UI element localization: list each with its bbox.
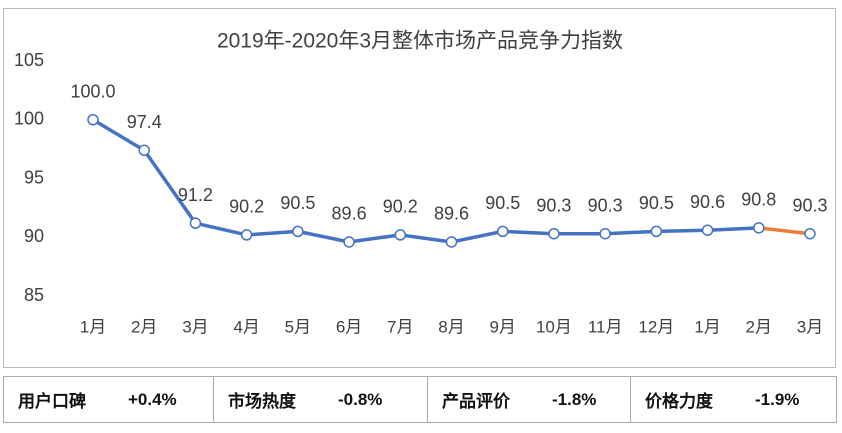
summary-cell: 市场热度 -0.8% xyxy=(213,376,428,423)
point xyxy=(292,225,304,238)
value-label: 89.6 xyxy=(332,204,367,224)
y-tick-label: 100 xyxy=(14,109,44,129)
x-tick-label: 3月 xyxy=(182,317,208,336)
summary-value: -1.8% xyxy=(552,389,597,409)
x-tick-label: 5月 xyxy=(285,317,311,336)
x-tick-label: 1月 xyxy=(694,317,720,336)
x-tick-label: 3月 xyxy=(797,317,823,336)
summary-value: -0.8% xyxy=(338,389,383,409)
value-label: 91.2 xyxy=(178,185,213,205)
chart-frame xyxy=(3,8,836,368)
value-label: 90.6 xyxy=(690,192,725,212)
value-label: 89.6 xyxy=(434,204,469,224)
point xyxy=(599,227,611,240)
chart-title: 2019年-2020年3月整体市场产品竞争力指数 xyxy=(217,30,623,53)
y-tick-label: 105 xyxy=(14,50,44,70)
series-line-last xyxy=(758,226,811,236)
x-tick-label: 9月 xyxy=(489,317,515,336)
point xyxy=(753,222,765,234)
y-tick-label: 90 xyxy=(24,226,44,246)
summary-cell: 产品评价 -1.8% xyxy=(427,376,631,423)
summary-label: 用户口碑 xyxy=(18,392,86,411)
point xyxy=(650,225,663,238)
value-label: 97.4 xyxy=(127,112,162,132)
x-tick-label: 10月 xyxy=(536,317,572,336)
point xyxy=(87,114,99,126)
point xyxy=(394,229,407,241)
y-tick-label: 95 xyxy=(24,167,44,187)
summary-cell: 用户口碑 +0.4% xyxy=(3,376,214,423)
x-tick-label: 1月 xyxy=(80,317,106,336)
summary-label: 产品评价 xyxy=(442,392,510,411)
point xyxy=(189,217,202,229)
point xyxy=(548,227,560,240)
value-label: 90.3 xyxy=(588,195,623,215)
value-label: 90.2 xyxy=(229,197,264,217)
x-tick-label: 12月 xyxy=(638,317,674,336)
value-label: 90.3 xyxy=(536,195,571,215)
summary-value: -1.9% xyxy=(755,389,800,409)
x-tick-label: 8月 xyxy=(438,317,464,336)
summary-cell: 价格力度 -1.9% xyxy=(630,376,837,423)
summary-value: +0.4% xyxy=(128,389,177,409)
x-tick-label: 2月 xyxy=(746,317,772,336)
summary-label: 市场热度 xyxy=(228,392,296,411)
point xyxy=(496,225,509,238)
point xyxy=(240,229,253,241)
x-tick-label: 11月 xyxy=(588,317,623,336)
value-label: 90.8 xyxy=(741,190,776,210)
value-label: 90.5 xyxy=(485,193,520,213)
value-label: 90.5 xyxy=(280,193,315,213)
point xyxy=(138,144,150,157)
summary-label: 价格力度 xyxy=(645,392,713,411)
x-tick-label: 7月 xyxy=(387,317,413,336)
point xyxy=(804,227,816,240)
y-tick-label: 85 xyxy=(24,285,44,305)
value-label: 90.2 xyxy=(383,197,418,217)
x-tick-label: 2月 xyxy=(131,317,157,336)
x-tick-label: 6月 xyxy=(336,317,362,336)
chart: 2019年-2020年3月整体市场产品竞争力指数 85 90 95 100 105 1月 2… xyxy=(3,8,836,368)
point xyxy=(343,236,355,248)
series-line xyxy=(92,118,759,244)
value-label: 90.5 xyxy=(639,193,674,213)
point xyxy=(701,224,714,236)
point xyxy=(445,236,458,248)
value-label: 100.0 xyxy=(70,82,115,102)
value-label: 90.3 xyxy=(792,195,827,215)
x-tick-label: 4月 xyxy=(233,317,259,336)
